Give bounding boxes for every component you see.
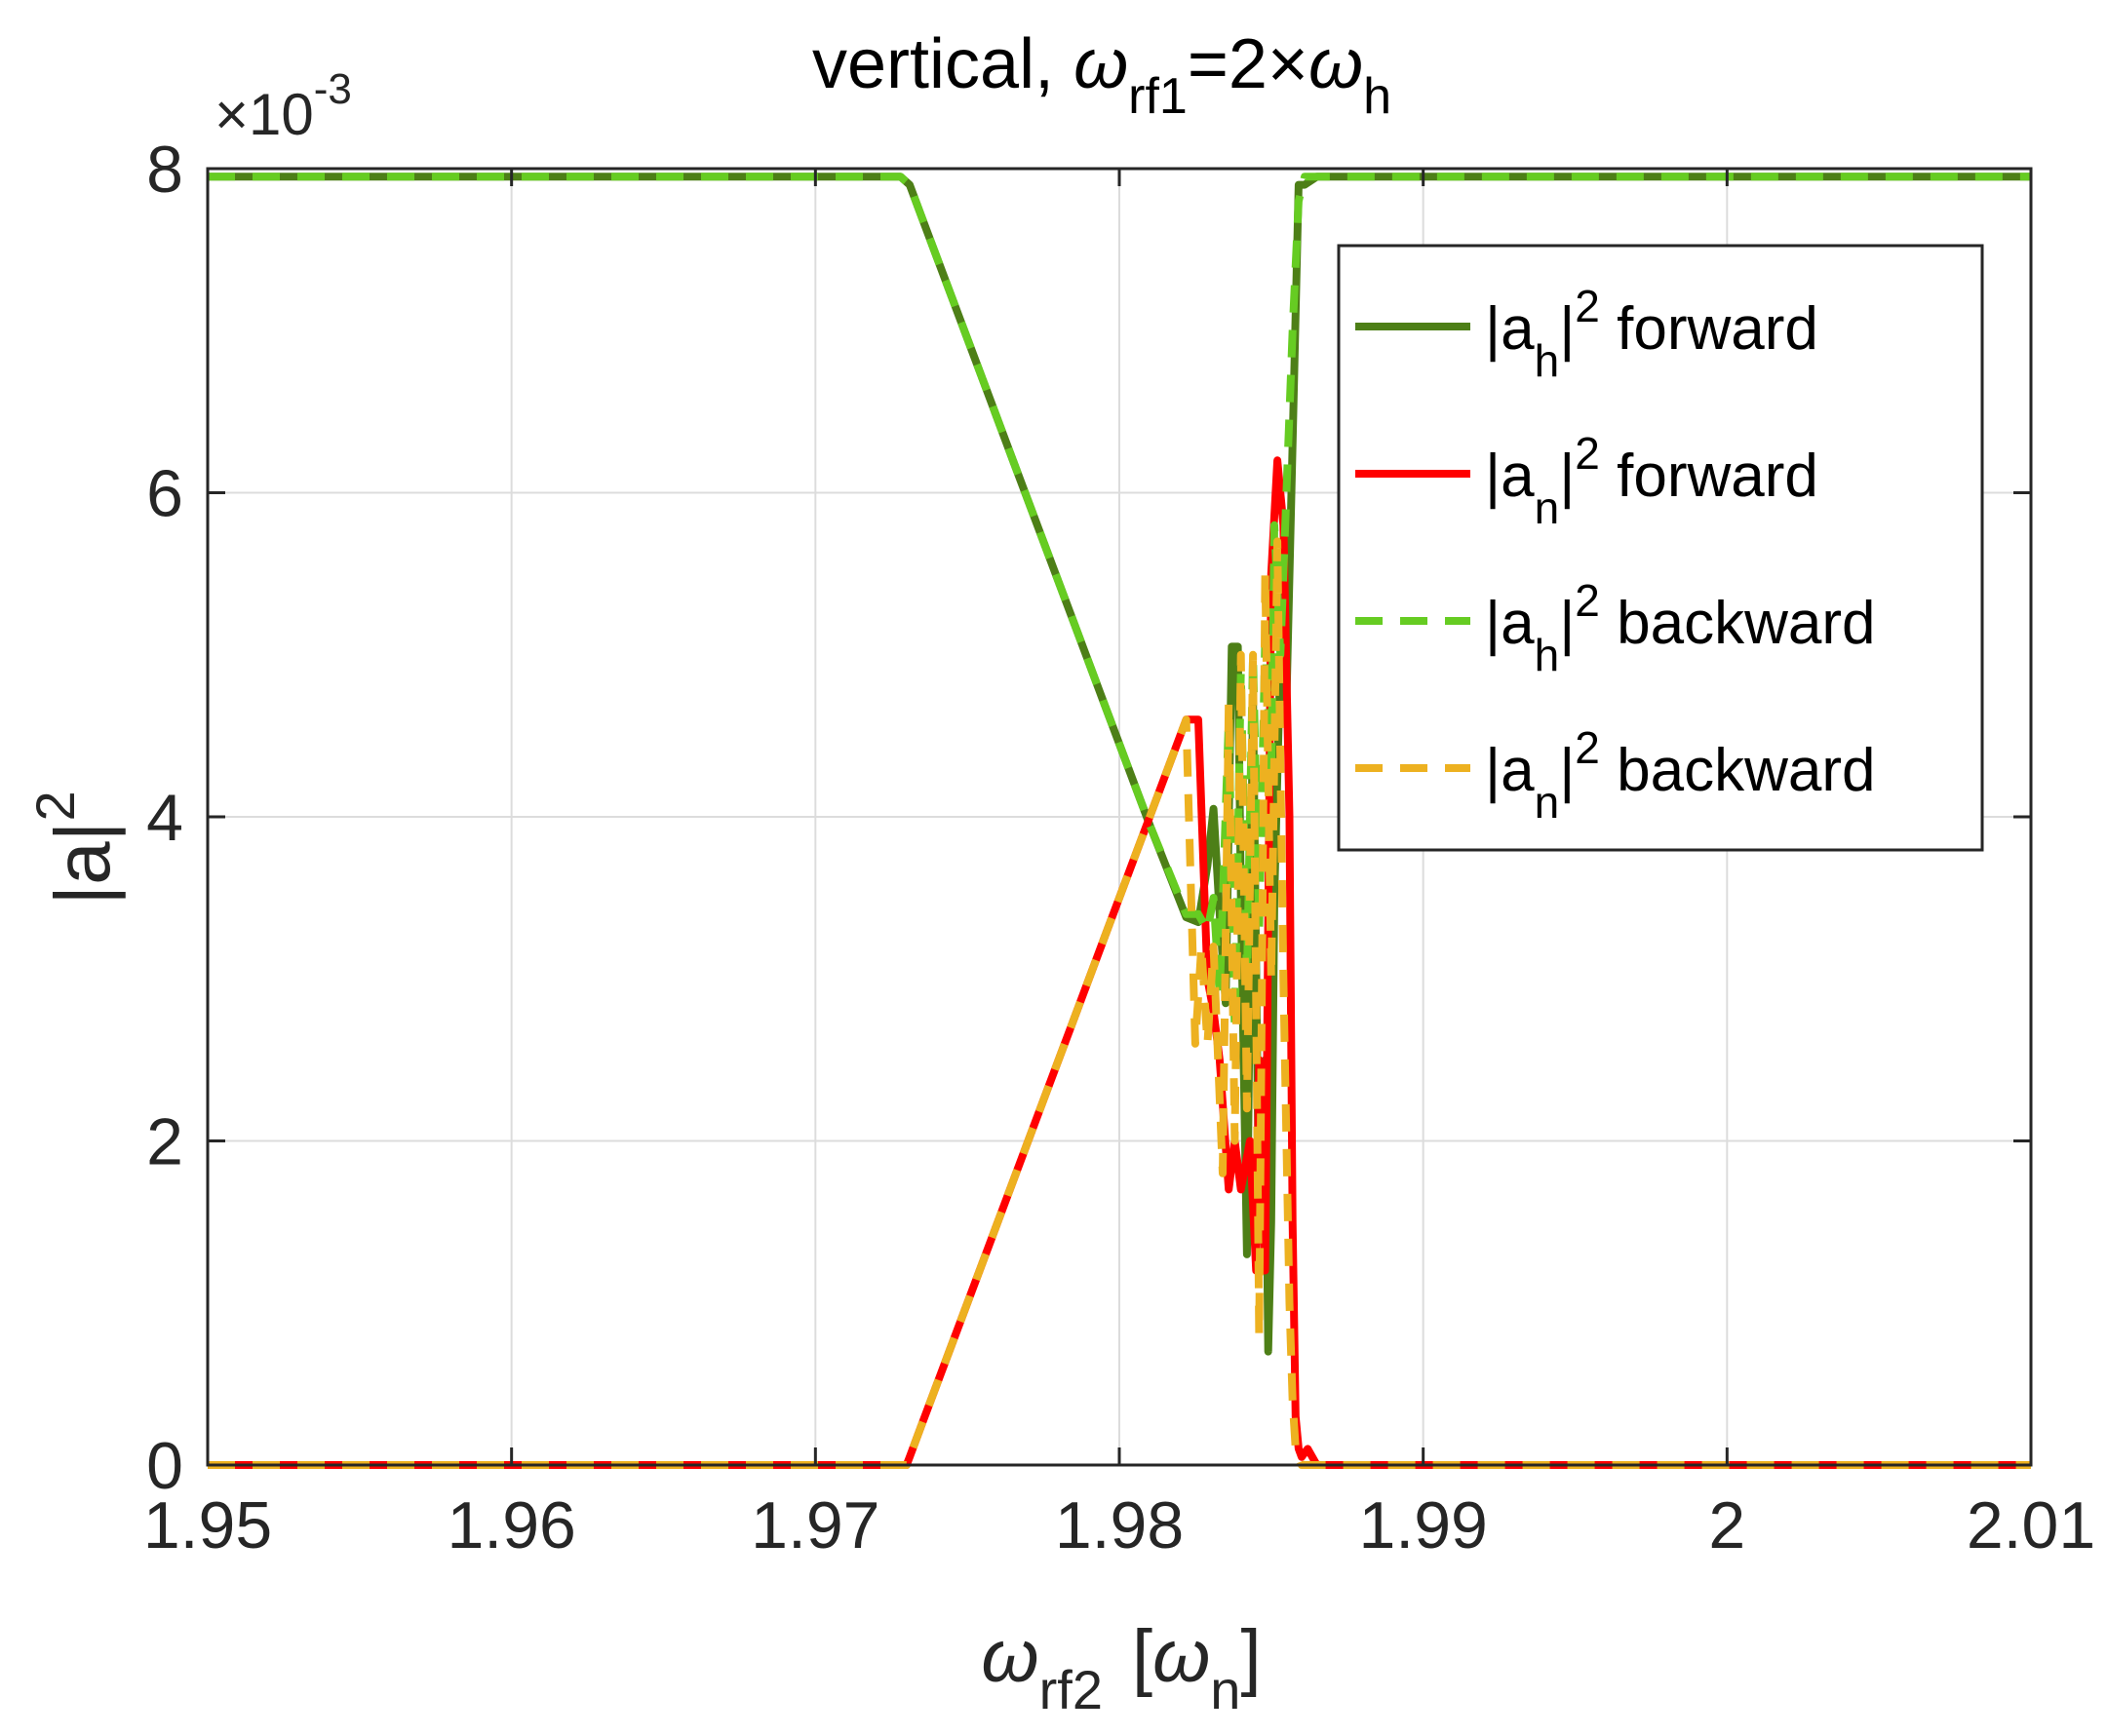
x-tick-label: 1.99: [1358, 1488, 1487, 1562]
x-tick-label: 2: [1708, 1488, 1745, 1562]
y-tick-label: 2: [146, 1105, 183, 1179]
y-exponent-label: ×10-3: [215, 65, 352, 147]
y-tick-label: 0: [146, 1429, 183, 1503]
x-tick-label: 1.96: [447, 1488, 575, 1562]
y-axis-label: |a|2: [24, 791, 126, 905]
y-tick-label: 8: [146, 133, 183, 207]
legend-label-ah-backward: |ah|2 backward: [1485, 575, 1875, 680]
x-tick-label: 1.98: [1055, 1488, 1184, 1562]
series-line-3: [208, 537, 2031, 1469]
y-tick-label: 4: [146, 781, 183, 855]
legend-box: [1337, 244, 1984, 852]
x-axis-label: ωrf2 [ωn]: [981, 1615, 1261, 1720]
legend-label-an-backward: |an|2 backward: [1485, 722, 1875, 828]
x-tick-label: 1.95: [143, 1488, 272, 1562]
series-layer: [208, 173, 2031, 1469]
x-tick-label: 2.01: [1967, 1488, 2095, 1562]
chart-title: vertical, ωrf1=2×ωh: [812, 25, 1391, 125]
legend-label-ah-forward: |ah|2 forward: [1485, 281, 1818, 386]
series-line-1: [208, 456, 2031, 1469]
axes: 1.95 1.96 1.97 1.98 1.99 2 2.01 0 2 4 6 8: [143, 133, 2095, 1562]
legend: |ah|2 forward |an|2 forward |ah|2 backwa…: [1337, 244, 1984, 852]
legend-label-an-forward: |an|2 forward: [1485, 428, 1818, 533]
x-tick-label: 1.97: [751, 1488, 879, 1562]
y-tick-label: 6: [146, 457, 183, 531]
